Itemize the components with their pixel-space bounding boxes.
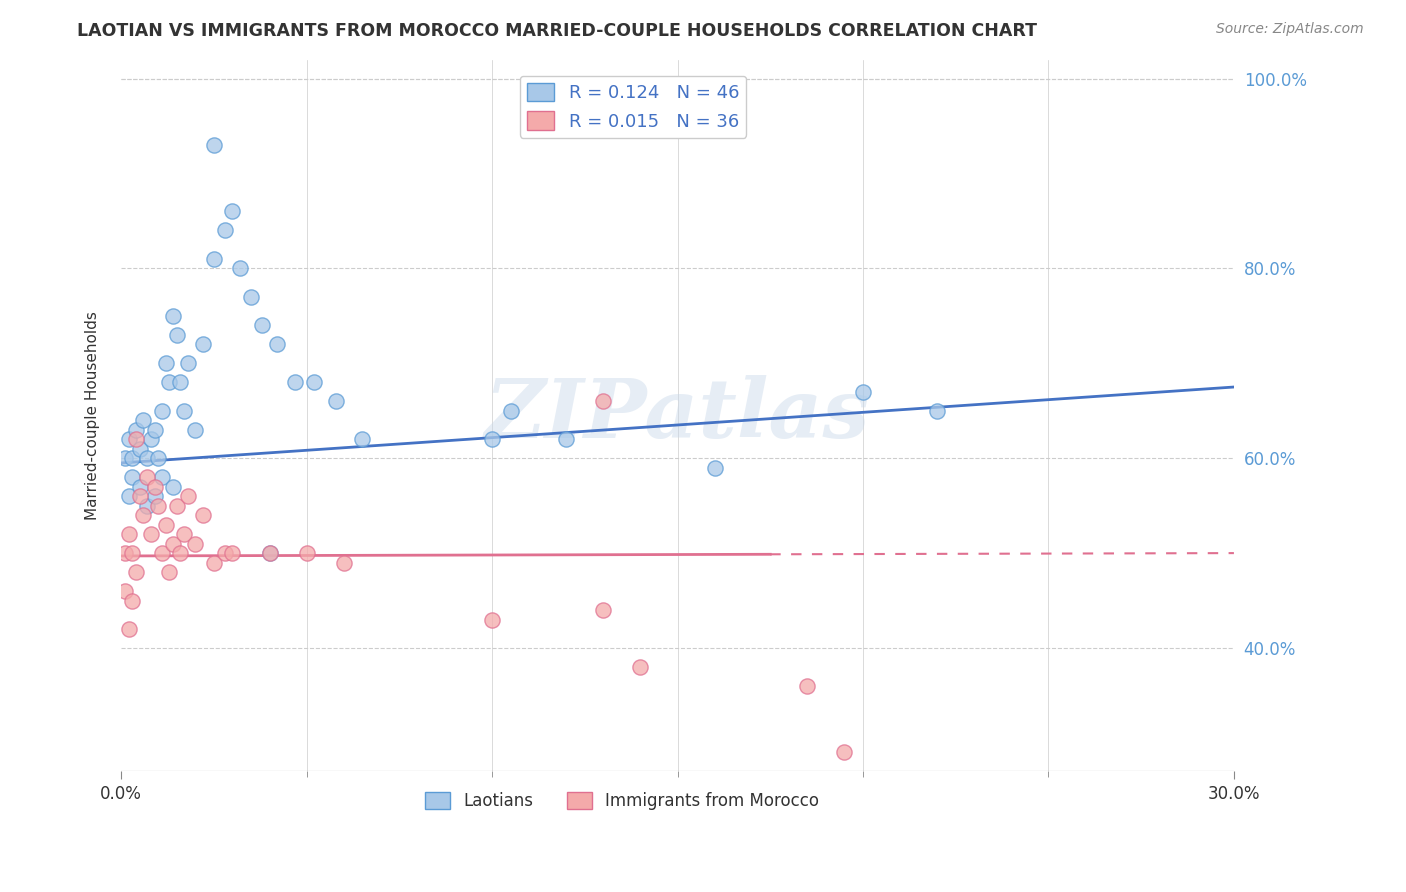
Point (136, 499, 159, 513)
Point (352, 432, 374, 446)
Point (927, 403, 949, 417)
Point (173, 527, 195, 541)
Point (148, 499, 170, 513)
Point (592, 394, 614, 409)
Point (117, 432, 139, 446)
Point (150, 403, 173, 417)
Point (166, 499, 188, 513)
Point (125, 432, 148, 446)
Point (202, 138, 225, 153)
Point (202, 556, 225, 570)
Point (169, 546, 191, 560)
Point (139, 432, 162, 446)
Point (259, 546, 281, 560)
Text: ZIPatlas: ZIPatlas (485, 376, 870, 456)
Point (136, 470, 159, 484)
Point (162, 309, 184, 323)
Point (117, 527, 139, 541)
Point (177, 356, 200, 370)
Point (121, 546, 143, 560)
Point (128, 489, 150, 503)
Point (302, 376, 325, 390)
Point (128, 442, 150, 456)
Point (191, 337, 214, 351)
Point (250, 318, 273, 333)
Point (143, 480, 166, 494)
Point (184, 423, 207, 437)
Point (132, 508, 155, 523)
Point (284, 376, 307, 390)
Point (148, 451, 170, 466)
Point (132, 413, 155, 427)
Point (202, 252, 225, 266)
Point (184, 536, 207, 550)
Point (143, 423, 166, 437)
Point (499, 403, 522, 417)
Point (592, 603, 614, 617)
Text: Source: ZipAtlas.com: Source: ZipAtlas.com (1216, 22, 1364, 37)
Point (703, 460, 725, 475)
Point (166, 327, 188, 342)
Point (117, 489, 139, 503)
Point (162, 536, 184, 550)
Point (143, 489, 166, 503)
Text: LAOTIAN VS IMMIGRANTS FROM MOROCCO MARRIED-COUPLE HOUSEHOLDS CORRELATION CHART: LAOTIAN VS IMMIGRANTS FROM MOROCCO MARRI… (77, 22, 1038, 40)
Point (481, 613, 503, 627)
Point (834, 745, 856, 759)
Point (214, 223, 236, 237)
Point (221, 546, 243, 560)
Point (229, 261, 252, 276)
Y-axis label: Married-couple Households: Married-couple Households (86, 311, 100, 520)
Point (177, 489, 200, 503)
Point (121, 470, 143, 484)
Point (114, 584, 136, 599)
Point (150, 470, 173, 484)
Point (125, 565, 148, 579)
Point (157, 376, 180, 390)
Point (128, 480, 150, 494)
Point (173, 403, 195, 417)
Point (136, 451, 159, 466)
Point (121, 593, 143, 607)
Point (628, 660, 651, 674)
Point (150, 546, 173, 560)
Point (214, 546, 236, 560)
Point (796, 679, 818, 693)
Point (259, 546, 281, 560)
Point (162, 480, 184, 494)
Point (139, 527, 162, 541)
Point (155, 517, 177, 532)
Point (481, 432, 503, 446)
Point (114, 546, 136, 560)
Point (266, 337, 288, 351)
Point (555, 432, 578, 446)
Point (157, 565, 180, 579)
Point (191, 508, 214, 523)
Point (169, 376, 191, 390)
Legend: Laotians, Immigrants from Morocco: Laotians, Immigrants from Morocco (418, 785, 825, 816)
Point (221, 204, 243, 219)
Point (114, 451, 136, 466)
Point (121, 451, 143, 466)
Point (852, 384, 875, 399)
Point (239, 290, 262, 304)
Point (325, 394, 347, 409)
Point (117, 622, 139, 636)
Point (332, 556, 354, 570)
Point (125, 423, 148, 437)
Point (295, 546, 318, 560)
Point (155, 356, 177, 370)
